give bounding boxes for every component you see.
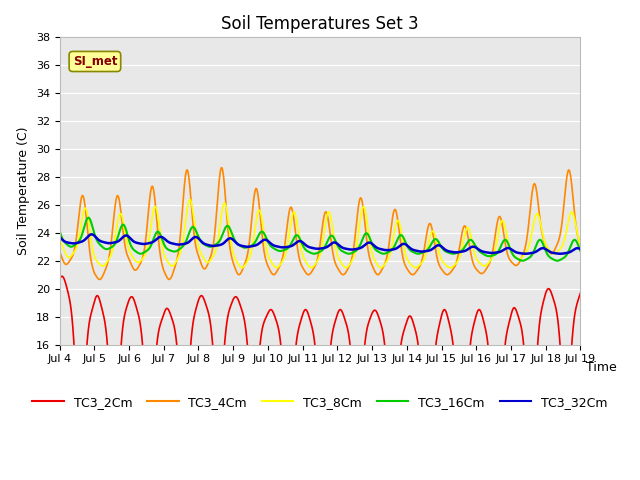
TC3_16Cm bbox=[518, 258, 526, 264]
TC3_16Cm bbox=[255, 231, 263, 237]
Y-axis label: Soil Temperature (C): Soil Temperature (C) bbox=[17, 127, 30, 255]
Line: TC3_16Cm: TC3_16Cm bbox=[60, 217, 580, 261]
TC3_8Cm bbox=[186, 197, 194, 203]
TC3_4Cm bbox=[56, 248, 63, 254]
TC3_16Cm bbox=[147, 244, 154, 250]
TC3_32Cm bbox=[278, 244, 286, 250]
TC3_32Cm bbox=[255, 240, 263, 246]
TC3_8Cm bbox=[278, 259, 286, 265]
TC3_16Cm bbox=[577, 248, 584, 253]
TC3_2Cm bbox=[278, 356, 286, 362]
TC3_2Cm bbox=[58, 274, 66, 279]
X-axis label: Time: Time bbox=[586, 361, 616, 374]
TC3_16Cm bbox=[115, 230, 123, 236]
TC3_32Cm bbox=[88, 231, 95, 237]
TC3_4Cm bbox=[577, 241, 584, 247]
Line: TC3_4Cm: TC3_4Cm bbox=[60, 168, 580, 279]
TC3_16Cm bbox=[510, 253, 518, 259]
TC3_2Cm bbox=[147, 420, 154, 425]
Line: TC3_8Cm: TC3_8Cm bbox=[60, 200, 580, 268]
TC3_4Cm bbox=[511, 262, 518, 268]
TC3_8Cm bbox=[577, 241, 584, 247]
TC3_4Cm bbox=[256, 207, 264, 213]
TC3_16Cm bbox=[278, 248, 286, 253]
TC3_32Cm bbox=[115, 238, 123, 243]
TC3_16Cm bbox=[84, 215, 92, 220]
TC3_4Cm bbox=[278, 256, 286, 262]
Title: Soil Temperatures Set 3: Soil Temperatures Set 3 bbox=[221, 15, 419, 33]
TC3_32Cm bbox=[56, 234, 63, 240]
TC3_2Cm bbox=[115, 372, 123, 378]
TC3_32Cm bbox=[566, 249, 574, 255]
TC3_2Cm bbox=[577, 290, 584, 296]
TC3_32Cm bbox=[147, 240, 154, 246]
TC3_8Cm bbox=[115, 213, 123, 219]
TC3_2Cm bbox=[511, 305, 518, 311]
TC3_2Cm bbox=[255, 348, 263, 353]
TC3_32Cm bbox=[577, 246, 584, 252]
TC3_2Cm bbox=[458, 459, 466, 465]
TC3_8Cm bbox=[566, 210, 574, 216]
TC3_2Cm bbox=[566, 360, 574, 366]
TC3_4Cm bbox=[115, 197, 123, 203]
TC3_32Cm bbox=[556, 251, 564, 257]
TC3_4Cm bbox=[566, 172, 574, 178]
TC3_8Cm bbox=[56, 233, 63, 239]
TC3_4Cm bbox=[96, 276, 104, 282]
TC3_16Cm bbox=[56, 227, 63, 233]
TC3_32Cm bbox=[510, 249, 518, 254]
TC3_2Cm bbox=[56, 276, 63, 282]
TC3_16Cm bbox=[566, 243, 574, 249]
Text: SI_met: SI_met bbox=[73, 55, 117, 68]
TC3_8Cm bbox=[511, 253, 518, 259]
TC3_8Cm bbox=[146, 230, 154, 236]
Line: TC3_32Cm: TC3_32Cm bbox=[60, 234, 580, 254]
TC3_8Cm bbox=[446, 265, 454, 271]
Line: TC3_2Cm: TC3_2Cm bbox=[60, 276, 580, 462]
TC3_4Cm bbox=[218, 165, 225, 170]
TC3_4Cm bbox=[147, 192, 154, 198]
TC3_8Cm bbox=[255, 207, 263, 213]
Legend: TC3_2Cm, TC3_4Cm, TC3_8Cm, TC3_16Cm, TC3_32Cm: TC3_2Cm, TC3_4Cm, TC3_8Cm, TC3_16Cm, TC3… bbox=[28, 391, 612, 414]
